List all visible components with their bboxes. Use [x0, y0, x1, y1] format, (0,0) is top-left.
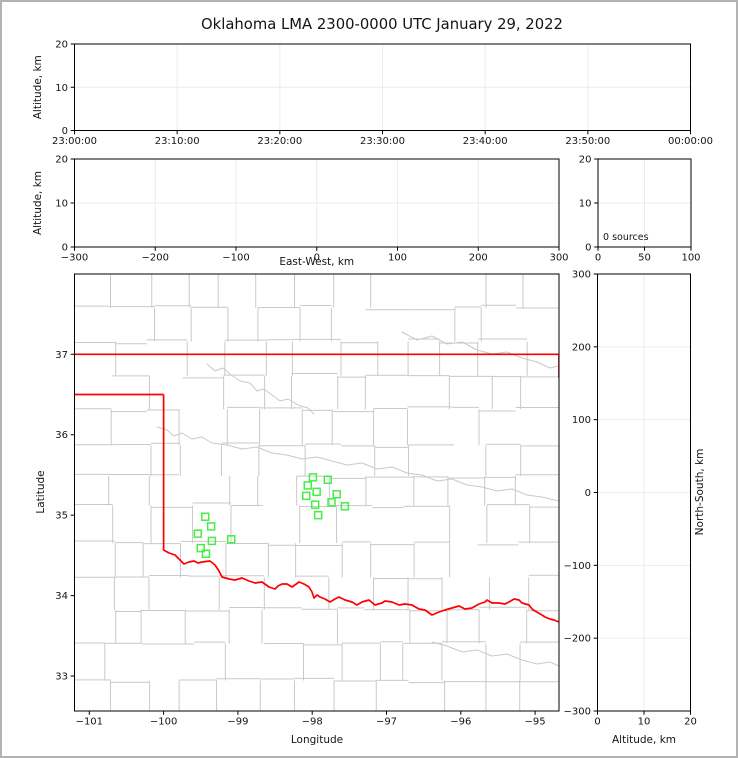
tick-label: 10 — [638, 717, 651, 728]
tick-label: 33 — [55, 672, 68, 683]
tick-label: −200 — [142, 253, 169, 264]
lightning-source-marker — [313, 510, 323, 520]
tick-label: 0 — [585, 243, 591, 254]
ew-panel-xlabel: East-West, km — [279, 256, 354, 268]
tick-label: 20 — [579, 155, 592, 166]
tick-label: 10 — [55, 83, 68, 94]
lightning-source-marker — [206, 522, 216, 531]
tick-label: 0 — [594, 717, 600, 728]
tick-label: −95 — [525, 717, 546, 728]
tick-label: −100 — [222, 253, 249, 264]
tick-label: 35 — [55, 511, 68, 522]
tick-label: 10 — [579, 199, 592, 210]
lightning-source-marker — [340, 502, 350, 511]
ns-panel-ylabel: North-South, km — [694, 449, 706, 536]
tick-label: −98 — [302, 717, 323, 728]
time-panel-ylabel: Altitude, km — [32, 55, 44, 119]
ns-panel-xlabel: Altitude, km — [612, 734, 676, 746]
tick-label: 23:50:00 — [565, 136, 610, 147]
histogram-source-count: 0 sources — [603, 232, 649, 243]
oklahoma-state-border — [74, 353, 559, 623]
tick-label: 0 — [62, 243, 68, 254]
plan-view-map — [74, 274, 559, 711]
tick-label: −300 — [564, 707, 591, 718]
map-xlabel: Longitude — [291, 734, 343, 746]
tick-label: −200 — [564, 634, 591, 645]
lightning-source-markers — [193, 473, 350, 559]
lightning-source-marker — [310, 500, 320, 509]
tick-label: −97 — [376, 717, 397, 728]
lightning-source-marker — [308, 473, 318, 482]
tick-label: −96 — [450, 717, 471, 728]
tick-label: 23:30:00 — [360, 136, 405, 147]
ew-panel-ylabel: Altitude, km — [32, 171, 44, 235]
tick-label: 0 — [62, 126, 68, 137]
lightning-source-marker — [200, 512, 210, 522]
tick-label: 37 — [55, 350, 68, 361]
tick-label: 300 — [549, 253, 568, 264]
tick-label: 20 — [55, 155, 68, 166]
tick-label: 100 — [681, 253, 700, 264]
tick-label: 0 — [585, 488, 591, 499]
tick-label: 20 — [684, 717, 697, 728]
lightning-source-marker — [207, 536, 217, 546]
tick-label: 0 — [595, 253, 601, 264]
lightning-source-marker — [303, 481, 312, 490]
tick-label: −100 — [150, 717, 177, 728]
tick-label: −300 — [61, 253, 88, 264]
tick-label: −100 — [564, 561, 591, 572]
tick-label: 23:00:00 — [52, 136, 97, 147]
tick-label: 50 — [638, 253, 651, 264]
tick-label: 10 — [55, 199, 68, 210]
lightning-source-marker — [226, 535, 236, 544]
map-ylabel: Latitude — [35, 470, 47, 513]
panel-frame-map — [74, 273, 560, 712]
tick-label: −99 — [227, 717, 248, 728]
tick-label: 23:10:00 — [155, 136, 200, 147]
lightning-source-marker — [323, 475, 333, 485]
tick-label: 100 — [388, 253, 407, 264]
lightning-source-marker — [193, 529, 203, 538]
tick-label: 100 — [572, 415, 591, 426]
figure-title: Oklahoma LMA 2300-0000 UTC January 29, 2… — [201, 16, 563, 33]
tick-label: 20 — [55, 40, 68, 51]
tick-label: 0 — [314, 253, 320, 264]
river-lines — [156, 331, 559, 667]
tick-label: 200 — [469, 253, 488, 264]
lightning-source-marker — [302, 491, 311, 501]
tick-label: 34 — [55, 591, 68, 602]
tick-label: 300 — [572, 270, 591, 281]
lightning-source-marker — [201, 549, 211, 559]
tick-label: 23:20:00 — [257, 136, 302, 147]
tick-label: 00:00:00 — [668, 136, 713, 147]
panel-gridlines — [74, 44, 691, 711]
tick-label: −101 — [76, 717, 103, 728]
tick-label: 36 — [55, 430, 68, 441]
axis-tick-marks — [70, 43, 692, 715]
lightning-source-marker — [327, 498, 336, 507]
tick-label: 23:40:00 — [463, 136, 508, 147]
lightning-source-marker — [332, 489, 341, 499]
axis-tick-labels: 23:00:00 23:10:00 23:20:00 23:30:00 23:40:00… — [52, 40, 713, 728]
lightning-source-marker — [196, 543, 205, 553]
tick-label: 200 — [572, 342, 591, 353]
lightning-source-marker — [312, 487, 321, 497]
county-boundary-lines — [74, 274, 559, 711]
